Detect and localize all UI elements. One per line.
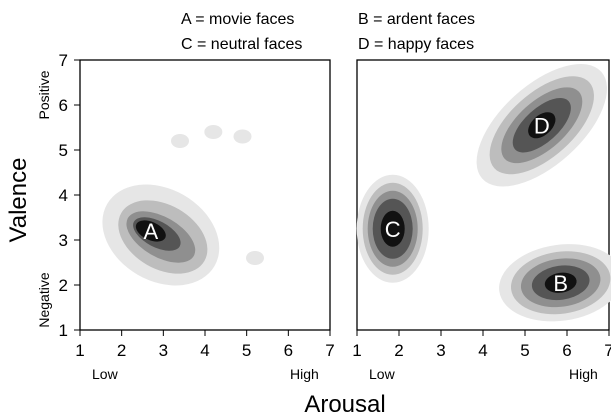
x-tick-label: 5 bbox=[520, 341, 529, 360]
y-axis-title: Valence bbox=[5, 158, 32, 243]
x-high-label: High bbox=[290, 366, 319, 382]
y-tick-label: 4 bbox=[59, 186, 68, 205]
legend-c: C = neutral faces bbox=[181, 36, 302, 53]
cluster-label: B bbox=[553, 271, 568, 296]
cluster-b: B bbox=[499, 244, 611, 322]
contour-level bbox=[135, 220, 166, 242]
y-low-label: Negative bbox=[36, 272, 52, 327]
cluster-label: C bbox=[385, 217, 401, 242]
x-tick-label: 6 bbox=[284, 341, 293, 360]
cluster-label: A bbox=[143, 219, 158, 244]
legend-d: D = happy faces bbox=[358, 36, 474, 53]
faint-blob bbox=[246, 251, 264, 265]
faint-blob bbox=[233, 129, 252, 144]
y-tick-label: 1 bbox=[59, 321, 68, 340]
x-tick-label: 4 bbox=[478, 341, 487, 360]
x-low-label: Low bbox=[92, 366, 119, 382]
cluster-d: D bbox=[476, 64, 607, 187]
y-tick-label: 7 bbox=[59, 51, 68, 70]
y-tick-label: 5 bbox=[59, 141, 68, 160]
x-high-label: High bbox=[569, 366, 598, 382]
x-tick-label: 1 bbox=[75, 341, 84, 360]
y-tick-label: 6 bbox=[59, 96, 68, 115]
panel-left: A 1 2 3 4 5 6 7 Low High 1 2 3 4 5 6 7 bbox=[59, 51, 335, 382]
y-tick-label: 2 bbox=[59, 276, 68, 295]
faint-blob bbox=[171, 134, 189, 148]
x-tick-label: 3 bbox=[159, 341, 168, 360]
cluster-c: C bbox=[356, 174, 429, 283]
legend-b: B = ardent faces bbox=[358, 11, 475, 28]
contour-level bbox=[380, 210, 405, 247]
x-tick-label: 7 bbox=[325, 341, 334, 360]
x-tick-label: 2 bbox=[394, 341, 403, 360]
x-tick-label: 5 bbox=[242, 341, 251, 360]
y-tick-label: 3 bbox=[59, 231, 68, 250]
x-tick-label: 2 bbox=[117, 341, 126, 360]
x-axis-title: Arousal bbox=[304, 391, 385, 418]
x-tick-label: 3 bbox=[436, 341, 445, 360]
legend-a: A = movie faces bbox=[181, 11, 294, 28]
cluster-a: A bbox=[102, 184, 220, 286]
contour-level bbox=[528, 112, 556, 139]
x-low-label: Low bbox=[369, 366, 396, 382]
panel-right: C D B 1 2 3 4 5 6 7 Low High bbox=[352, 59, 611, 382]
contour-level bbox=[544, 272, 577, 293]
x-tick-label: 1 bbox=[352, 341, 361, 360]
x-tick-label: 6 bbox=[562, 341, 571, 360]
x-tick-label: 7 bbox=[604, 341, 611, 360]
x-tick-label: 4 bbox=[200, 341, 209, 360]
y-high-label: Positive bbox=[36, 70, 52, 119]
cluster-label: D bbox=[534, 113, 550, 138]
faint-blob bbox=[204, 125, 223, 139]
